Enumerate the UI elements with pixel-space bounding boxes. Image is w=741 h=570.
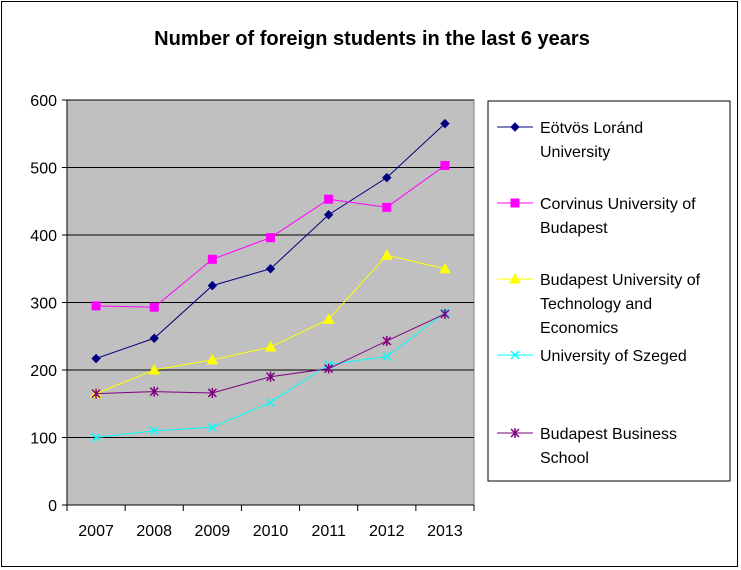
legend-label: University of Szeged	[540, 348, 687, 365]
y-axis-ticks: 0 100 200 300 400 500 600	[30, 93, 67, 515]
data-point	[265, 371, 276, 382]
data-point	[324, 194, 334, 204]
data-point	[91, 388, 101, 399]
legend-label: Technology and	[540, 296, 652, 313]
legend-swatch-marker	[510, 350, 520, 360]
y-tick-label: 100	[30, 431, 57, 448]
x-tick-label: 2008	[136, 523, 172, 540]
data-point	[91, 301, 101, 311]
legend-entry: University of Szeged	[497, 348, 687, 365]
data-point	[149, 426, 159, 436]
data-point	[440, 118, 450, 129]
data-point	[382, 335, 392, 346]
data-point	[91, 353, 101, 364]
legend-label: University	[540, 144, 610, 161]
data-point	[264, 341, 277, 352]
series-layer	[90, 118, 451, 443]
legend-label: Economics	[540, 320, 618, 337]
data-point	[382, 202, 392, 212]
data-point	[207, 387, 217, 398]
data-point	[207, 254, 217, 264]
data-point	[266, 233, 275, 243]
series-1	[91, 160, 450, 312]
legend-entry: Budapest Business School	[497, 426, 677, 467]
y-tick-label: 300	[30, 296, 57, 313]
data-point	[91, 432, 101, 443]
data-point	[149, 302, 159, 312]
legend-swatch-marker	[510, 428, 520, 438]
series-2	[90, 249, 451, 399]
x-tick-label: 2013	[427, 523, 463, 540]
data-point	[440, 308, 450, 319]
data-point	[439, 262, 451, 274]
y-tick-label: 500	[30, 161, 57, 178]
legend-swatch-marker	[509, 272, 521, 284]
legend-entry: Eötvös Loránd University	[497, 120, 643, 161]
chart-title: Number of foreign students in the last 6…	[154, 28, 590, 50]
legend-swatch-marker	[510, 122, 520, 132]
data-point	[323, 210, 334, 220]
data-point	[265, 264, 276, 274]
legend-label: School	[540, 450, 589, 467]
y-tick-label: 0	[48, 498, 57, 515]
data-point	[265, 397, 276, 407]
data-point	[207, 280, 218, 291]
y-tick-label: 600	[30, 93, 57, 110]
data-point	[149, 333, 159, 343]
legend-entries: Eötvös Loránd University Corvinus Universi…	[497, 120, 701, 467]
data-point	[324, 363, 334, 374]
legend	[487, 100, 731, 482]
data-point	[206, 353, 219, 365]
x-tick-label: 2010	[253, 523, 289, 540]
data-point	[149, 386, 159, 397]
gridlines	[67, 99, 474, 438]
legend-entry: Corvinus University of Budapest	[497, 196, 696, 237]
series-0	[91, 118, 450, 364]
legend-entry: Budapest University of Technology and Econ…	[497, 272, 701, 337]
data-point	[382, 351, 392, 362]
data-point	[322, 313, 335, 324]
series-4	[91, 308, 450, 399]
legend-label: Budapest University of	[540, 272, 701, 289]
y-tick-label: 400	[30, 228, 57, 245]
data-point	[207, 422, 217, 432]
y-tick-label: 200	[30, 363, 57, 380]
x-tick-label: 2011	[311, 523, 346, 540]
legend-swatch-marker	[510, 198, 520, 208]
x-axis-ticks: 2007 2008 2009 2010 2011 2012 2013	[66, 505, 475, 540]
legend-label: Budapest	[540, 220, 608, 237]
legend-label: Budapest Business	[540, 426, 677, 443]
x-tick-label: 2012	[369, 523, 405, 540]
legend-label: Corvinus University of	[540, 196, 696, 213]
data-point	[382, 172, 392, 183]
x-tick-label: 2007	[78, 523, 114, 540]
data-point	[148, 363, 161, 375]
data-point	[380, 249, 393, 260]
legend-label: Eötvös Loránd	[540, 120, 643, 137]
data-point	[440, 160, 450, 170]
x-tick-label: 2009	[195, 523, 231, 540]
